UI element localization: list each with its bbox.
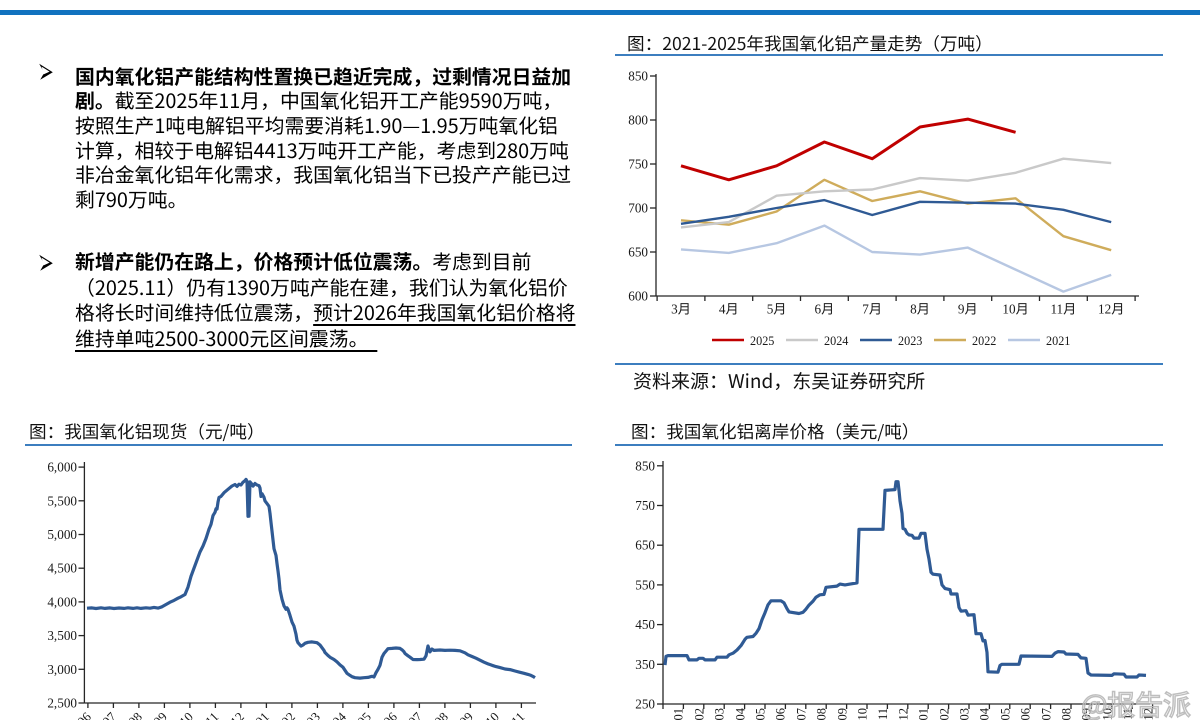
svg-text:5,000: 5,000 xyxy=(47,527,77,542)
svg-text:700: 700 xyxy=(628,201,648,216)
svg-text:2023: 2023 xyxy=(898,334,922,348)
svg-text:800: 800 xyxy=(628,113,648,128)
svg-text:2,500: 2,500 xyxy=(47,696,77,711)
svg-text:9月: 9月 xyxy=(958,302,978,317)
svg-text:8月: 8月 xyxy=(910,302,930,317)
svg-text:5,500: 5,500 xyxy=(47,493,77,508)
svg-text:550: 550 xyxy=(635,577,655,592)
svg-text:750: 750 xyxy=(635,498,655,513)
svg-text:11月: 11月 xyxy=(1050,302,1076,317)
svg-text:6,000: 6,000 xyxy=(47,460,77,475)
svg-text:350: 350 xyxy=(635,657,655,672)
svg-text:2022: 2022 xyxy=(972,334,996,348)
svg-text:650: 650 xyxy=(635,538,655,553)
svg-text:10月: 10月 xyxy=(1002,302,1028,317)
svg-text:2025: 2025 xyxy=(750,334,774,348)
svg-text:850: 850 xyxy=(628,69,648,84)
svg-text:7月: 7月 xyxy=(862,302,882,317)
svg-text:5月: 5月 xyxy=(767,302,787,317)
svg-text:4,500: 4,500 xyxy=(47,561,77,576)
svg-text:850: 850 xyxy=(635,458,655,473)
svg-text:450: 450 xyxy=(635,617,655,632)
svg-text:12月: 12月 xyxy=(1098,302,1124,317)
svg-text:250: 250 xyxy=(635,697,655,712)
svg-text:650: 650 xyxy=(628,245,648,260)
svg-text:3月: 3月 xyxy=(671,302,691,317)
svg-text:4,000: 4,000 xyxy=(47,594,77,609)
svg-text:3,500: 3,500 xyxy=(47,628,77,643)
svg-text:2024: 2024 xyxy=(824,334,848,348)
svg-text:600: 600 xyxy=(628,289,648,304)
svg-text:6月: 6月 xyxy=(815,302,835,317)
svg-text:750: 750 xyxy=(628,157,648,172)
svg-text:2021: 2021 xyxy=(1046,334,1070,348)
svg-text:4月: 4月 xyxy=(719,302,739,317)
svg-text:3,000: 3,000 xyxy=(47,662,77,677)
